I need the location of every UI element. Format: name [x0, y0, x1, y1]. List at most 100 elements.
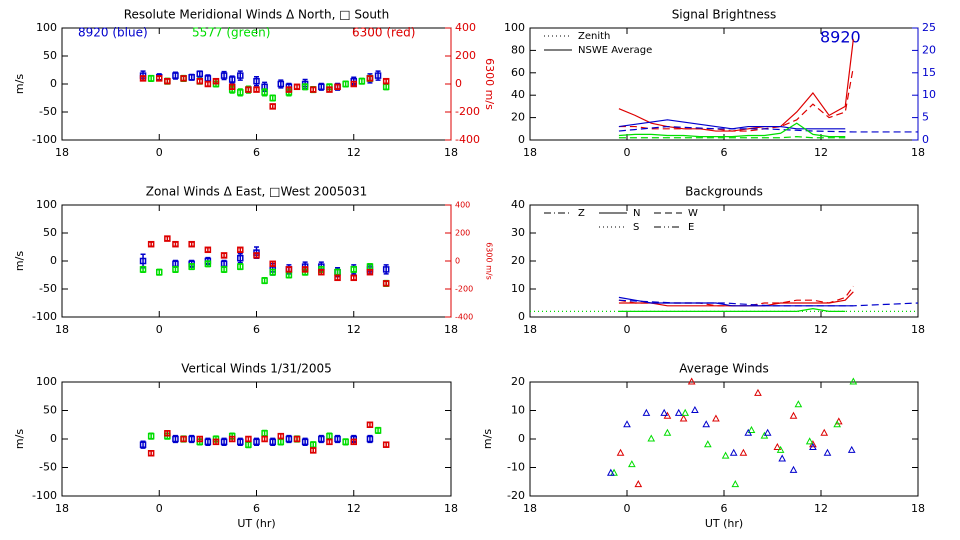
triangle-marker: [820, 428, 829, 436]
square-marker: [147, 432, 155, 440]
x-tick-label: 18: [55, 502, 69, 515]
x-tick-label: 12: [347, 146, 361, 159]
x-tick-label: 12: [347, 323, 361, 336]
triangle-marker: [731, 480, 740, 488]
square-marker: [334, 435, 341, 443]
y2-tick-label: 0: [922, 133, 929, 146]
triangle-marker: [606, 468, 615, 476]
x-tick-label: 18: [911, 323, 925, 336]
triangle-marker: [789, 465, 798, 473]
triangle-marker: [628, 460, 636, 468]
square-marker: [366, 268, 374, 276]
x-tick-label: 18: [55, 146, 69, 159]
x-tick-label: 12: [814, 323, 828, 336]
square-marker: [147, 450, 155, 457]
square-marker: [301, 266, 309, 273]
x-tick-label: 12: [814, 146, 828, 159]
x-axis-label: UT (hr): [237, 517, 275, 530]
triangle-marker: [747, 425, 756, 433]
y-tick-label: 100: [504, 21, 525, 34]
y-tick-label: 60: [511, 66, 525, 79]
triangle-marker: [702, 420, 711, 428]
square-marker: [172, 72, 179, 79]
square-marker: [293, 83, 301, 91]
square-marker: [220, 438, 228, 446]
square-marker: [237, 72, 244, 79]
square-marker: [204, 260, 212, 268]
square-marker: [366, 435, 374, 443]
y2-tick-label: 25: [922, 21, 936, 34]
square-marker: [228, 435, 236, 443]
square-marker: [237, 254, 244, 262]
square-marker: [164, 235, 171, 242]
square-marker: [285, 266, 293, 273]
x-tick-label: 18: [55, 323, 69, 336]
square-marker: [382, 266, 390, 273]
square-marker: [293, 435, 301, 443]
x-axis-label: UT (hr): [705, 517, 743, 530]
square-marker: [350, 438, 357, 446]
square-marker: [342, 438, 349, 446]
y2-tick-label: 400: [455, 21, 476, 34]
y-tick-label: -20: [507, 489, 525, 502]
triangle-marker: [634, 480, 643, 488]
square-marker: [261, 435, 268, 443]
y2-tick-label: -200: [455, 105, 480, 118]
square-marker: [374, 427, 382, 434]
y-tick-label: -10: [507, 461, 525, 474]
y-axis-label: m/s: [13, 74, 26, 94]
plot-frame: [529, 381, 919, 497]
y-tick-label: 20: [511, 254, 525, 267]
y-tick-label: 100: [36, 198, 57, 211]
x-tick-label: 18: [523, 323, 537, 336]
square-marker: [139, 441, 147, 448]
square-marker: [269, 268, 276, 276]
x-tick-label: 18: [523, 502, 537, 515]
line-series: [618, 299, 919, 307]
annotation: 8920: [820, 28, 861, 47]
panel-title: Average Winds: [679, 362, 769, 376]
square-marker: [285, 86, 293, 93]
y2-tick-label: 5: [922, 111, 929, 124]
y2-tick-label: -200: [455, 285, 473, 294]
y2-tick-label: 400: [455, 201, 470, 210]
square-marker: [139, 257, 147, 265]
y-tick-label: 50: [43, 49, 57, 62]
square-marker: [147, 75, 155, 82]
triangle-marker: [681, 408, 690, 416]
y2-tick-label: 10: [922, 88, 936, 101]
square-marker: [237, 263, 244, 270]
annotation: 6300 (red): [352, 26, 415, 40]
triangle-marker: [823, 448, 832, 456]
triangle-marker: [789, 411, 798, 419]
square-marker: [334, 274, 341, 282]
square-marker: [204, 80, 212, 88]
square-marker: [253, 77, 260, 85]
triangle-marker: [729, 448, 738, 456]
line-series: [618, 136, 846, 139]
y2-tick-label: 15: [922, 66, 936, 79]
triangle-marker: [663, 428, 672, 436]
y-tick-label: 0: [518, 432, 525, 445]
y-tick-label: 80: [511, 43, 525, 56]
y-tick-label: 0: [50, 432, 57, 445]
line-series: [618, 291, 854, 307]
y-tick-label: 30: [511, 226, 525, 239]
y-tick-label: -50: [39, 282, 57, 295]
square-marker: [172, 435, 179, 443]
y2-tick-label: 0: [455, 77, 462, 90]
x-tick-label: 6: [721, 502, 728, 515]
y-axis-label: m/s: [13, 429, 26, 449]
x-tick-label: 18: [444, 502, 458, 515]
y-tick-label: 10: [511, 404, 525, 417]
y-tick-label: 0: [50, 254, 57, 267]
square-marker: [180, 75, 187, 82]
square-marker: [188, 435, 195, 443]
square-marker: [269, 94, 276, 102]
triangle-marker: [744, 428, 753, 436]
triangle-marker: [703, 440, 712, 448]
square-marker: [228, 83, 236, 91]
square-marker: [334, 83, 341, 91]
